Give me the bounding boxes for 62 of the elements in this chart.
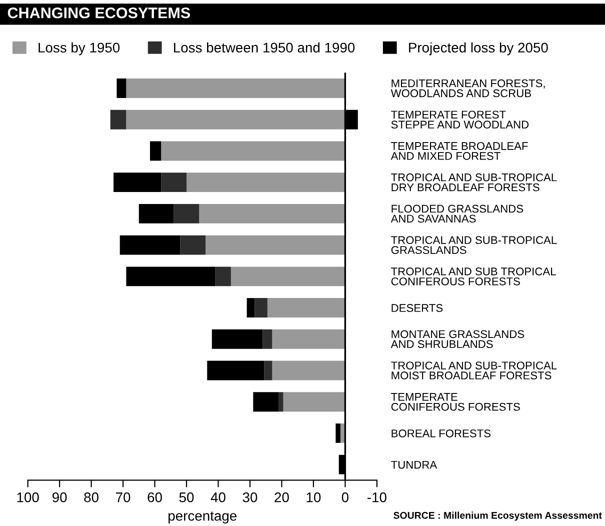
x-tick-label: 40: [210, 492, 226, 502]
bar: [199, 204, 346, 224]
x-tick-label: 70: [116, 492, 130, 502]
chart-title: CHANGING ECOSYTEMS: [8, 7, 190, 18]
bar: [116, 78, 126, 98]
bar: [207, 360, 264, 380]
bar: [126, 110, 346, 130]
legend-label: Projected loss by 2050: [409, 42, 548, 56]
bar: [278, 392, 284, 412]
bar: [283, 392, 346, 412]
y-tick-label: TROPICAL AND SUB-TROPICAL DRY BROADLEAF FORESTS: [391, 173, 557, 192]
x-tick-label: 90: [52, 492, 67, 502]
bar: [161, 172, 187, 192]
bar: [186, 172, 346, 192]
y-tick-label: TROPICAL AND SUB TROPICAL CONIFEROUS FORESTS: [391, 268, 556, 286]
bar: [138, 204, 174, 224]
bar: [212, 329, 263, 349]
bar: [267, 298, 346, 318]
y-tick-label: TUNDRA: [391, 460, 438, 469]
x-tick-label: 20: [274, 492, 289, 502]
source-note: SOURCE : Millenium Ecosystem Assessment: [394, 512, 602, 521]
x-tick-label: 100: [17, 492, 39, 502]
x-tick-label: 0: [342, 492, 348, 502]
y-tick-label: TROPICAL AND SUB-TROPICAL GRASSLANDS: [391, 236, 557, 254]
y-tick-label: TEMPERATE CONIFEROUS FORESTS: [391, 393, 520, 411]
legend-label: Loss by 1950: [38, 42, 120, 56]
y-tick-label: DESERTS: [392, 304, 443, 312]
bar: [174, 204, 200, 224]
x-axis-title: percentage: [168, 512, 237, 524]
bar: [264, 360, 272, 380]
bar: [126, 78, 346, 98]
x-tick-label: 30: [242, 492, 258, 502]
bar: [230, 266, 346, 286]
y-tick-label: TEMPERATE BROADLEAF AND MIXED FOREST: [390, 142, 528, 160]
bar: [253, 392, 279, 412]
bar: [262, 329, 272, 349]
bar: [120, 235, 180, 255]
legend-label: Loss between 1950 and 1990: [174, 42, 355, 53]
bar: [246, 298, 255, 318]
x-tick-label: 50: [179, 492, 194, 502]
bar: [206, 235, 346, 255]
bar: [150, 141, 162, 161]
y-tick-label: FLOODED GRASSLANDS AND SAVANNAS: [390, 204, 524, 223]
bar: [161, 141, 346, 161]
x-tick-label: 80: [84, 492, 98, 502]
x-tick-label: 10: [306, 492, 321, 502]
x-tick-label: -10: [367, 492, 386, 502]
y-tick-label: BOREAL FORESTS: [392, 429, 491, 438]
bar: [126, 266, 216, 286]
bar: [180, 235, 206, 255]
bar: [254, 298, 268, 318]
y-tick-label: TEMPERATE FOREST STEPPE AND WOODLAND: [391, 110, 529, 129]
bar: [272, 360, 346, 380]
bar: [336, 423, 340, 443]
x-tick-label: 60: [148, 492, 162, 502]
bar: [110, 110, 126, 130]
bar: [215, 266, 231, 286]
y-tick-label: TROPICAL AND SUB-TROPICAL MOIST BROADLEAF FORESTS: [391, 362, 557, 380]
y-tick-label: MEDITERRANEAN FORESTS, WOODLANDS AND SCRUB: [390, 79, 545, 98]
bar: [272, 329, 346, 349]
bar: [114, 172, 162, 192]
y-tick-label: MONTANE GRASSLANDS AND SHRUBLANDS: [390, 330, 524, 348]
